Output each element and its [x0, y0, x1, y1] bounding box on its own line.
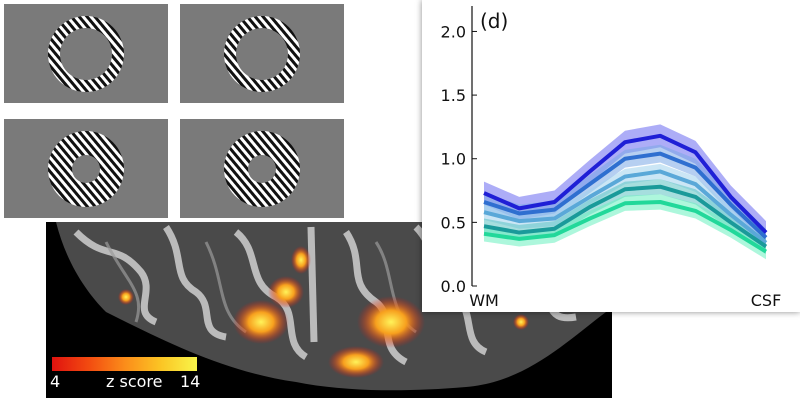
zscore-colorbar	[52, 357, 197, 371]
activation-clusters	[118, 246, 529, 378]
series-4-line	[483, 184, 768, 249]
stimulus-thin-ring-top-right	[180, 4, 344, 103]
stimulus-thick-ring-bottom-left	[4, 119, 168, 218]
colorbar-max-label: 14	[180, 372, 201, 391]
x-tick-group: WM CSF	[469, 291, 781, 310]
grating-ring-image	[224, 16, 300, 92]
y-tick-label: 2.0	[441, 22, 466, 41]
grating-ring-image	[48, 131, 124, 207]
x-tick-label: CSF	[751, 291, 782, 310]
panel-label: (d)	[480, 9, 508, 33]
series-5-line	[483, 200, 768, 254]
grating-ring-image	[48, 16, 124, 92]
series-3-line	[483, 169, 768, 245]
stimulus-thick-ring-bottom-right	[180, 119, 344, 218]
y-tick-label: 0.5	[441, 213, 466, 232]
profile-chart-panel: (d) 0.0 0.5 1.0 1.5 2.0 WM CSF	[422, 0, 800, 312]
x-tick-label: WM	[469, 291, 499, 310]
y-tick-label: 1.5	[441, 86, 466, 105]
y-tick-group: 0.0 0.5 1.0 1.5 2.0	[441, 22, 477, 296]
colorbar-min-label: 4	[50, 372, 61, 391]
brain-slice-image	[56, 222, 606, 391]
grating-ring-image	[224, 131, 300, 207]
stimulus-grid-panel	[0, 0, 348, 222]
series-2-line	[483, 151, 768, 240]
colorbar-title: z score	[106, 372, 163, 391]
line-chart: (d) 0.0 0.5 1.0 1.5 2.0 WM CSF	[441, 6, 781, 310]
y-tick-label: 1.0	[441, 150, 466, 169]
stimulus-thin-ring-top-left	[4, 4, 168, 103]
series-lines	[483, 133, 768, 254]
y-tick-label: 0.0	[441, 277, 466, 296]
series-1-line	[483, 133, 768, 234]
